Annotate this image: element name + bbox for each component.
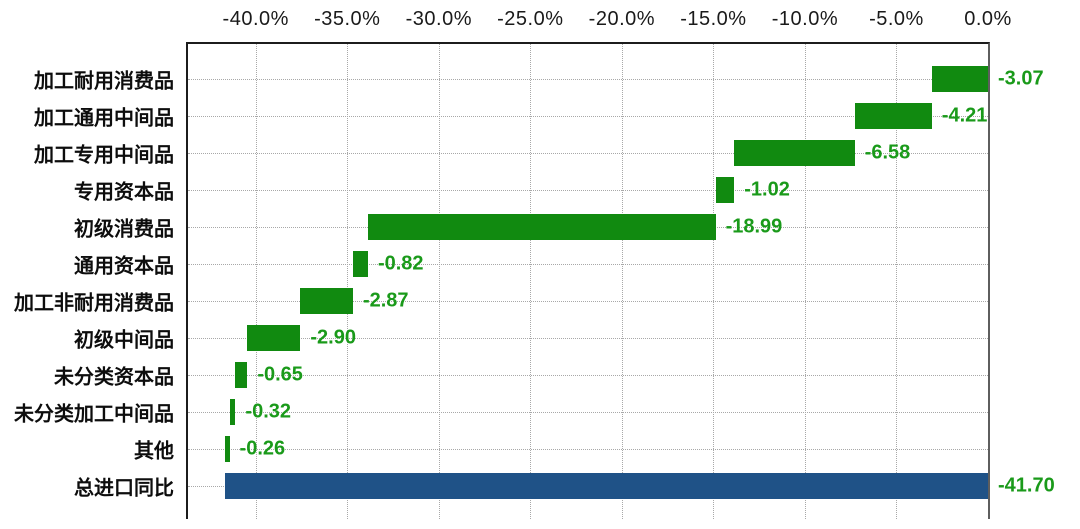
vertical-gridline [713,44,715,519]
waterfall-bar-segment [931,65,988,92]
horizontal-gridline [188,448,988,450]
waterfall-bar-segment [247,324,301,351]
horizontal-gridline [188,78,988,80]
horizontal-gridline [188,152,988,154]
category-label: 加工通用中间品 [34,107,174,129]
waterfall-bar-segment [224,435,230,462]
x-tick-label: -10.0% [771,8,839,30]
bar-value-label: -2.90 [310,326,356,348]
x-axis-top: -40.0% -35.0% -30.0% -25.0% -20.0% -15.0% -10.… [0,0,1080,40]
bar-value-label: -0.32 [245,400,291,422]
bar-value-label: -1.02 [744,178,790,200]
category-label: 加工耐用消费品 [34,70,174,92]
bar-value-label: -4.21 [941,104,988,126]
waterfall-bar-segment [734,139,855,166]
vertical-gridline [255,44,257,519]
waterfall-bar-segment [229,398,236,425]
bar-value-label: -3.07 [998,67,1044,89]
x-tick-label: -35.0% [314,8,381,30]
horizontal-gridline [188,263,988,265]
bar-value-label: -6.58 [864,141,911,163]
category-axis: 加工耐用消费品 加工通用中间品 加工专用中间品专用资本品初级消费品通用资本品加工非耐… [0,44,180,519]
waterfall-bar-segment [352,250,368,277]
plot-area [186,42,990,519]
waterfall-bar-segment [300,287,353,314]
waterfall-bar-segment [715,176,735,203]
horizontal-gridline [188,374,988,376]
category-label: 未分类加工中间品 [14,403,174,425]
bar-value-label: -18.99 [725,215,783,237]
category-label: 未分类资本品 [54,366,174,388]
horizontal-gridline [188,189,988,191]
x-tick-label: 0.0% [964,8,1012,30]
x-tick-label: -15.0% [680,8,747,30]
bar-value-label: -0.26 [239,437,286,459]
vertical-gridline [804,44,806,519]
vertical-gridline [896,44,898,519]
bar-value-label: -2.87 [362,289,409,311]
bar-value-label: -41.70 [998,474,1055,496]
category-label: 其他 [134,440,174,462]
horizontal-gridline [188,411,988,413]
category-label: 通用资本品 [74,255,174,277]
horizontal-gridline [188,300,988,302]
x-tick-label: -25.0% [497,8,564,30]
horizontal-gridline [188,115,988,117]
x-tick-label: -30.0% [405,8,472,30]
x-tick-label: -20.0% [588,8,656,30]
bar-value-label: -0.82 [377,252,424,274]
vertical-gridline [438,44,440,519]
vertical-gridline [530,44,532,519]
bar-value-label: -0.65 [257,363,303,385]
total-bar [224,472,988,499]
category-label: 初级中间品 [74,329,174,351]
category-label: 初级消费品 [74,218,174,240]
waterfall-bar-segment [854,102,932,129]
category-label: 专用资本品 [74,181,174,203]
category-label: 加工专用中间品 [34,144,174,166]
waterfall-bar-segment [235,361,248,388]
vertical-gridline [347,44,349,519]
category-label: 总进口同比 [74,477,174,499]
horizontal-gridline [188,337,988,339]
x-tick-label: -5.0% [869,8,924,30]
x-tick-label: -40.0% [222,8,289,30]
waterfall-bar-segment [367,213,716,240]
category-label: 加工非耐用消费品 [14,292,174,314]
vertical-gridline [621,44,623,519]
